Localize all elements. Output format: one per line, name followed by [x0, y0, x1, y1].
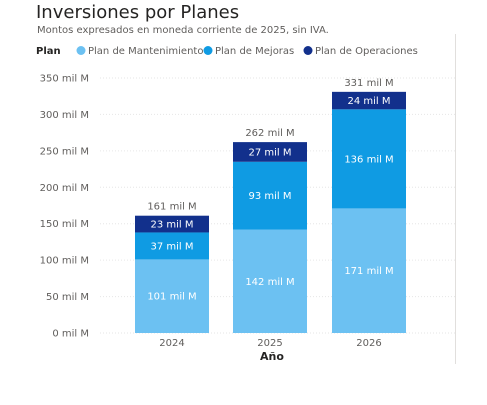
legend-marker — [203, 46, 213, 55]
legend-marker — [303, 46, 313, 55]
data-label: 136 mil M — [344, 154, 393, 165]
data-label: 24 mil M — [347, 96, 390, 107]
total-label: 331 mil M — [344, 78, 393, 89]
x-tick-label: 2025 — [257, 338, 282, 349]
bar-segment — [332, 109, 406, 209]
total-label: 161 mil M — [147, 202, 196, 213]
bar-segment — [332, 208, 406, 333]
x-tick-label: 2024 — [159, 338, 184, 349]
chart-subtitle: Montos expresados en moneda corriente de… — [37, 25, 329, 36]
legend-label: Plan de Mejoras — [215, 46, 294, 57]
x-axis: 2024 2025 2026 Año — [159, 338, 381, 363]
chart-title: Inversiones por Planes — [36, 2, 240, 23]
bars: 101 mil M 37 mil M 23 mil M 161 mil M 142 mi… — [135, 78, 406, 333]
legend-label: Plan de Operaciones — [315, 46, 418, 57]
legend-title: Plan — [36, 46, 61, 57]
data-label: 93 mil M — [248, 191, 291, 202]
bar-segment — [135, 259, 209, 333]
data-label: 101 mil M — [147, 292, 196, 303]
y-axis: 0 mil M 50 mil M 100 mil M 150 mil M 200 mil… — [40, 74, 89, 340]
y-tick-label: 350 mil M — [40, 74, 89, 85]
y-tick-label: 100 mil M — [40, 256, 89, 267]
data-label: 171 mil M — [344, 266, 393, 277]
y-tick-label: 250 mil M — [40, 146, 89, 157]
x-tick-label: 2026 — [356, 338, 381, 349]
bar-segment — [135, 232, 209, 260]
total-label: 262 mil M — [245, 128, 294, 139]
y-tick-label: 150 mil M — [40, 219, 89, 230]
data-label: 23 mil M — [150, 220, 193, 231]
data-label: 142 mil M — [245, 277, 294, 288]
legend: Plan Plan de Mantenimiento Plan de Mejoras… — [36, 46, 418, 57]
x-axis-title: Año — [260, 350, 284, 363]
bar-segment — [233, 161, 307, 230]
bar-segment — [135, 215, 209, 233]
y-tick-label: 300 mil M — [40, 110, 89, 121]
data-label: 37 mil M — [150, 241, 193, 252]
legend-label: Plan de Mantenimiento — [88, 46, 203, 57]
bar-segment — [233, 142, 307, 162]
legend-marker — [76, 46, 86, 55]
data-label: 27 mil M — [248, 147, 291, 158]
y-tick-label: 0 mil M — [52, 329, 89, 340]
bar-segment — [233, 229, 307, 333]
bar-segment — [332, 91, 406, 110]
visual-border — [455, 34, 456, 364]
y-tick-label: 200 mil M — [40, 183, 89, 194]
y-tick-label: 50 mil M — [46, 292, 89, 303]
